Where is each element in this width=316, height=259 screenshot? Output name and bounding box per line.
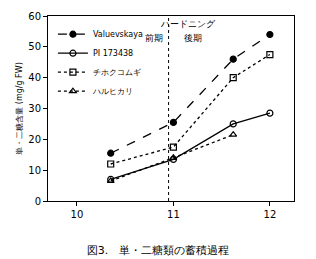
svg-text:20: 20 (28, 134, 41, 145)
svg-text:チホクコムギ: チホクコムギ (93, 68, 141, 77)
svg-text:PI 173438: PI 173438 (93, 49, 133, 58)
svg-text:Valuevskaya: Valuevskaya (93, 30, 143, 39)
svg-text:11: 11 (167, 209, 180, 220)
svg-text:前期: 前期 (145, 33, 163, 43)
svg-text:後期: 後期 (184, 33, 202, 43)
svg-text:10: 10 (28, 165, 41, 176)
svg-text:12: 12 (264, 209, 277, 220)
svg-text:10: 10 (71, 209, 84, 220)
svg-text:60: 60 (28, 11, 41, 22)
svg-text:ハルヒカリ: ハルヒカリ (92, 87, 133, 96)
svg-text:0: 0 (35, 196, 41, 207)
svg-text:ハードニング: ハードニング (160, 19, 216, 29)
svg-text:30: 30 (28, 103, 41, 114)
svg-text:50: 50 (28, 41, 41, 52)
svg-text:図3. 単・二糖類の蓄積過程: 図3. 単・二糖類の蓄積過程 (87, 244, 230, 257)
svg-text:単・二糖含量 (mg/g FW): 単・二糖含量 (mg/g FW) (15, 62, 24, 154)
svg-text:40: 40 (28, 72, 41, 83)
